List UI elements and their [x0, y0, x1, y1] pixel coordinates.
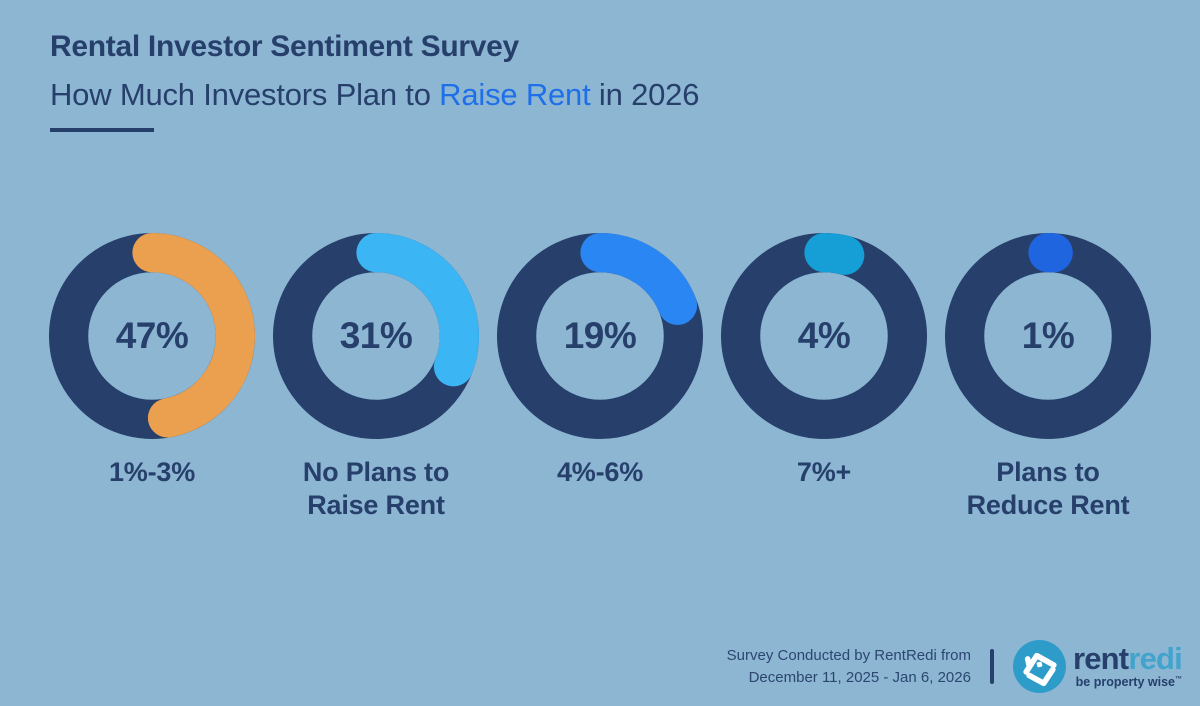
charts-row: 47% 1%-3% 31% No Plans to Raise Rent [49, 233, 1151, 522]
donut-ring: 31% [273, 233, 479, 439]
subtitle-suffix: in 2026 [590, 77, 700, 112]
source-line-1: Survey Conducted by RentRedi from [726, 646, 971, 664]
donut-label: 4%-6% [556, 457, 644, 487]
donut-value: 31% [339, 315, 413, 356]
donut-ring: 47% [49, 233, 255, 439]
donut-value: 4% [797, 315, 851, 356]
donut-label: Plans to Reduce Rent [966, 457, 1130, 520]
donut-value: 1% [1021, 315, 1075, 356]
donut-svg [945, 233, 1151, 439]
subtitle-highlight: Raise Rent [439, 77, 591, 112]
donut-value: 47% [115, 315, 189, 356]
donut-chart-7pct-plus: 4% 7%+ [721, 233, 927, 522]
rentredi-logo: rentredi be property wise™ [1012, 640, 1183, 693]
trademark-symbol: ™ [1175, 675, 1182, 683]
page-subtitle: How Much Investors Plan to Raise Rent in… [50, 77, 699, 113]
donut-ring: 1% [945, 233, 1151, 439]
page-title: Rental Investor Sentiment Survey [50, 30, 519, 63]
rentredi-house-icon [1012, 640, 1066, 693]
donut-value: 19% [563, 315, 637, 356]
donut-svg [497, 233, 703, 439]
logo-tagline: be property wise™ [1075, 675, 1182, 689]
logo-wordmark: rentredi [1072, 641, 1183, 676]
subtitle-prefix: How Much Investors Plan to [50, 77, 440, 112]
survey-source-text: Survey Conducted by RentRedi from Decemb… [727, 645, 971, 689]
donut-label: 1%-3% [108, 457, 196, 487]
donut-label: No Plans to Raise Rent [302, 457, 450, 520]
source-line-2: December 11, 2025 - Jan 6, 2026 [748, 668, 971, 686]
logo-text: rentredi be property wise™ [1072, 641, 1183, 689]
footer: Survey Conducted by RentRedi from Decemb… [727, 640, 1183, 693]
donut-label: 7%+ [796, 457, 852, 487]
footer-divider [989, 649, 994, 684]
donut-svg [49, 233, 255, 439]
donut-chart-4-6pct: 19% 4%-6% [497, 233, 703, 522]
donut-ring: 4% [721, 233, 927, 439]
donut-ring: 19% [497, 233, 703, 439]
donut-svg [273, 233, 479, 439]
donut-chart-1-3pct: 47% 1%-3% [49, 233, 255, 522]
title-underline [50, 128, 154, 132]
donut-svg [721, 233, 927, 439]
donut-chart-no-plans: 31% No Plans to Raise Rent [273, 233, 479, 522]
donut-chart-reduce-rent: 1% Plans to Reduce Rent [945, 233, 1151, 522]
header: Rental Investor Sentiment Survey How Muc… [50, 30, 699, 132]
